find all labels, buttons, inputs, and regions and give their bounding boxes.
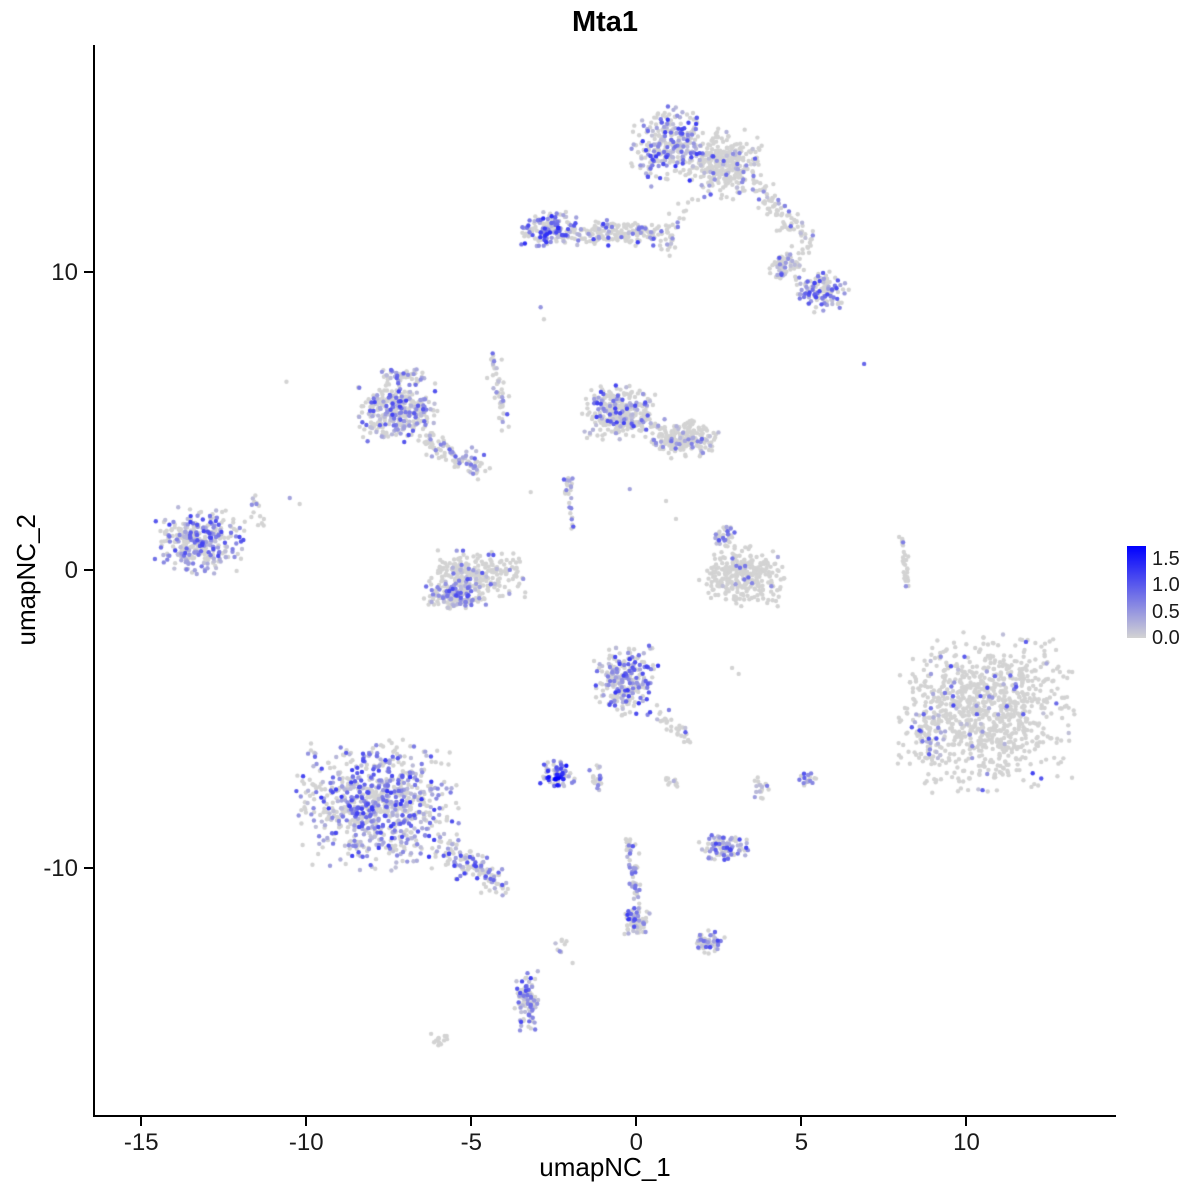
x-tick-mark xyxy=(470,1117,473,1126)
y-axis-title: umapNC_2 xyxy=(10,514,41,646)
x-tick-label: -5 xyxy=(460,1129,482,1156)
umap-scatter-canvas xyxy=(95,45,1115,1115)
y-tick-label: 10 xyxy=(51,258,78,286)
x-tick-mark xyxy=(965,1117,968,1126)
legend-label: 0.5 xyxy=(1152,600,1180,623)
x-tick-label: -10 xyxy=(288,1129,324,1156)
x-axis-title: umapNC_1 xyxy=(539,1152,671,1182)
x-tick-mark xyxy=(140,1117,143,1126)
x-tick-label: 5 xyxy=(794,1129,809,1156)
y-tick-label: 0 xyxy=(64,556,78,584)
y-axis-line xyxy=(93,45,95,1117)
y-tick-mark xyxy=(84,568,93,571)
y-tick-mark xyxy=(84,270,93,273)
plot-panel xyxy=(95,45,1115,1115)
x-tick-mark xyxy=(800,1117,803,1126)
plot-title: Mta1 xyxy=(571,6,639,38)
x-axis-line xyxy=(93,1115,1116,1117)
x-tick-label: 10 xyxy=(953,1129,980,1156)
x-tick-mark xyxy=(305,1117,308,1126)
x-tick-label: 0 xyxy=(629,1129,644,1156)
x-tick-label: -15 xyxy=(123,1129,159,1156)
x-tick-mark xyxy=(635,1117,638,1126)
legend-colorbar xyxy=(1127,546,1146,638)
legend-label: 0.0 xyxy=(1152,627,1180,649)
y-tick-mark xyxy=(84,866,93,869)
legend-label: 1.0 xyxy=(1152,574,1180,597)
legend-label: 1.5 xyxy=(1152,548,1180,571)
y-tick-label: -10 xyxy=(43,854,78,882)
